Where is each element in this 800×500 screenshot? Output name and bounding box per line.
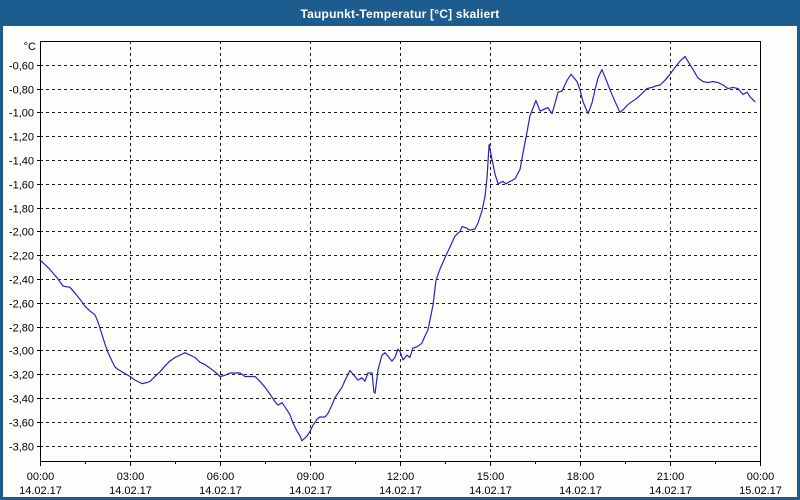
y-tick-label: -3,80 [9, 442, 34, 454]
y-tick-label: -3,60 [9, 418, 34, 430]
window-titlebar: Taupunkt-Temperatur [°C] skaliert [3, 3, 797, 26]
x-tick-time: 00:00 [27, 471, 55, 483]
x-tick-time: 15:00 [477, 471, 505, 483]
y-tick-label: -0,60 [9, 61, 34, 73]
y-tick-label: -2,00 [9, 227, 34, 239]
y-tick-label: -2,60 [9, 299, 34, 311]
x-tick-date: 15.02.17 [739, 485, 782, 497]
y-axis-unit-label: °C [24, 41, 36, 53]
y-tick-label: -2,20 [9, 251, 34, 263]
window-title: Taupunkt-Temperatur [°C] skaliert [300, 7, 500, 21]
x-tick-time: 21:00 [657, 471, 685, 483]
x-tick-date: 14.02.17 [199, 485, 242, 497]
x-tick-time: 12:00 [387, 471, 415, 483]
x-tick-time: 00:00 [747, 471, 775, 483]
x-tick-date: 14.02.17 [469, 485, 512, 497]
axes [37, 41, 761, 466]
y-tick-label: -3,00 [9, 346, 34, 358]
x-tick-time: 03:00 [117, 471, 145, 483]
x-tick-time: 06:00 [207, 471, 235, 483]
chart-canvas: -0,60 -0,80 -1,00 -1,20 -1,40 -1,60 -1,80 -2,00… [9, 41, 782, 497]
gridlines [40, 41, 760, 461]
y-tick-label: -2,40 [9, 275, 34, 287]
y-tick-label: -1,80 [9, 204, 34, 216]
x-tick-date: 14.02.17 [649, 485, 692, 497]
x-tick-date: 14.02.17 [559, 485, 602, 497]
x-tick-date: 14.02.17 [109, 485, 152, 497]
x-tick-date: 14.02.17 [379, 485, 422, 497]
y-tick-label: -1,40 [9, 156, 34, 168]
x-tick-time: 18:00 [567, 471, 595, 483]
y-tick-label: -2,80 [9, 323, 34, 335]
y-tick-label: -1,00 [9, 108, 34, 120]
y-tick-label: -1,20 [9, 132, 34, 144]
y-tick-label: -1,60 [9, 180, 34, 192]
y-tick-label: -0,80 [9, 85, 34, 97]
x-tick-time: 09:00 [297, 471, 325, 483]
data-line [39, 55, 756, 442]
temperature-line [39, 55, 756, 442]
axis-labels: -0,60 -0,80 -1,00 -1,20 -1,40 -1,60 -1,80 -2,00… [9, 41, 782, 497]
x-tick-date: 14.02.17 [19, 485, 62, 497]
y-tick-label: -3,20 [9, 370, 34, 382]
y-tick-label: -3,40 [9, 394, 34, 406]
x-tick-date: 14.02.17 [289, 485, 332, 497]
